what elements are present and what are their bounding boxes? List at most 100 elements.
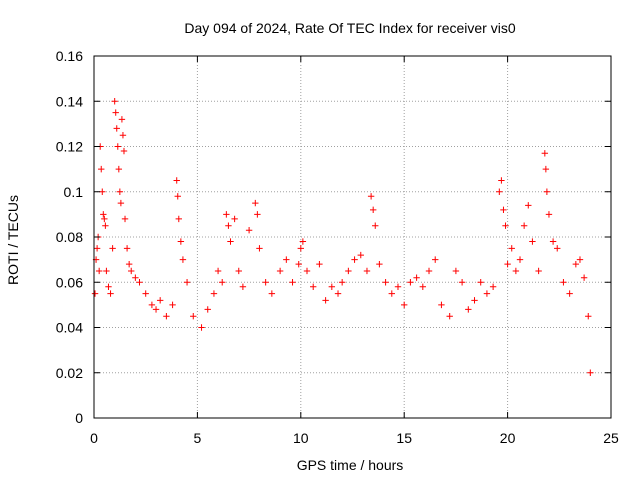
data-point <box>225 222 232 229</box>
y-tick-labels: 0 0.02 0.04 0.06 0.08 0.1 0.12 0.14 0.16 <box>56 48 83 426</box>
data-point <box>101 215 108 223</box>
data-point <box>432 256 439 263</box>
data-point <box>334 290 342 297</box>
x-tick-label: 25 <box>603 430 619 446</box>
x-tick-label: 0 <box>90 430 98 446</box>
y-tick-label: 0.12 <box>56 139 83 155</box>
data-point <box>125 260 133 268</box>
data-point <box>283 256 290 263</box>
data-point <box>345 267 352 275</box>
data-point <box>471 297 478 304</box>
data-point <box>119 131 127 139</box>
data-point <box>121 215 129 223</box>
data-point <box>496 188 503 195</box>
data-point <box>502 222 509 229</box>
data-point <box>102 222 109 229</box>
data-point <box>262 279 269 286</box>
data-point <box>498 177 505 184</box>
data-point <box>93 245 101 252</box>
data-point <box>543 188 551 195</box>
data-point <box>163 312 170 320</box>
data-point <box>580 274 588 281</box>
y-axis-label: ROTI / TECUs <box>5 195 21 285</box>
data-point <box>585 312 592 320</box>
data-point <box>566 290 573 297</box>
data-point <box>477 279 484 286</box>
data-point <box>535 267 542 275</box>
data-point <box>111 98 118 105</box>
data-point <box>105 283 112 290</box>
axis-ticks <box>93 55 612 419</box>
data-point <box>179 256 187 263</box>
data-point <box>198 324 205 331</box>
data-point <box>231 215 238 223</box>
data-point <box>132 274 139 281</box>
data-point <box>367 193 375 200</box>
data-point <box>587 369 594 376</box>
y-tick-label: 0.16 <box>56 48 83 64</box>
data-point <box>363 267 371 275</box>
data-point <box>458 279 466 286</box>
data-point <box>549 238 557 245</box>
data-point <box>177 238 185 245</box>
x-axis-label: GPS time / hours <box>297 457 404 473</box>
data-point <box>136 279 143 286</box>
data-point <box>446 312 453 320</box>
y-tick-label: 0.14 <box>56 93 83 109</box>
x-tick-label: 20 <box>500 430 516 446</box>
data-point <box>489 283 497 290</box>
data-point <box>169 301 176 309</box>
data-point <box>254 211 261 218</box>
data-point <box>508 245 515 252</box>
data-point <box>204 306 211 313</box>
data-point <box>554 245 561 252</box>
data-point <box>376 260 383 268</box>
data-point <box>372 222 379 229</box>
data-point <box>99 188 106 195</box>
data-point <box>116 188 124 195</box>
data-point <box>120 147 128 155</box>
data-point <box>425 267 433 275</box>
data-point <box>223 211 230 218</box>
y-tick-label: 0 <box>75 410 83 426</box>
data-point <box>504 260 511 268</box>
data-point <box>190 312 197 320</box>
data-point <box>252 199 259 207</box>
data-point <box>100 211 107 218</box>
data-point <box>452 267 460 275</box>
data-point <box>328 283 336 290</box>
data-point <box>382 279 389 286</box>
data-point <box>351 256 358 263</box>
data-point <box>394 283 402 290</box>
data-point <box>268 290 276 297</box>
data-point <box>338 279 346 286</box>
data-point <box>114 143 121 150</box>
data-point <box>401 301 408 309</box>
data-point <box>542 165 550 173</box>
x-tick-label: 10 <box>293 430 309 446</box>
data-point <box>500 206 507 214</box>
data-point <box>299 238 307 245</box>
data-point <box>419 283 427 290</box>
data-point <box>369 206 377 214</box>
data-point <box>512 267 520 275</box>
data-point <box>173 177 180 184</box>
data-point <box>413 274 420 281</box>
data-point <box>541 150 549 157</box>
data-point <box>98 165 105 173</box>
data-point <box>123 245 131 252</box>
data-point <box>239 283 247 290</box>
data-point <box>310 283 317 290</box>
data-point <box>316 260 323 268</box>
y-tick-label: 0.08 <box>56 229 83 245</box>
data-point <box>214 267 222 275</box>
data-points <box>91 98 594 376</box>
data-point <box>545 211 553 218</box>
y-tick-label: 0.04 <box>56 320 83 336</box>
data-point <box>289 279 296 286</box>
data-point <box>183 279 191 286</box>
data-point <box>483 290 491 297</box>
data-point <box>438 301 445 309</box>
data-point <box>219 279 226 286</box>
data-point <box>210 290 218 297</box>
